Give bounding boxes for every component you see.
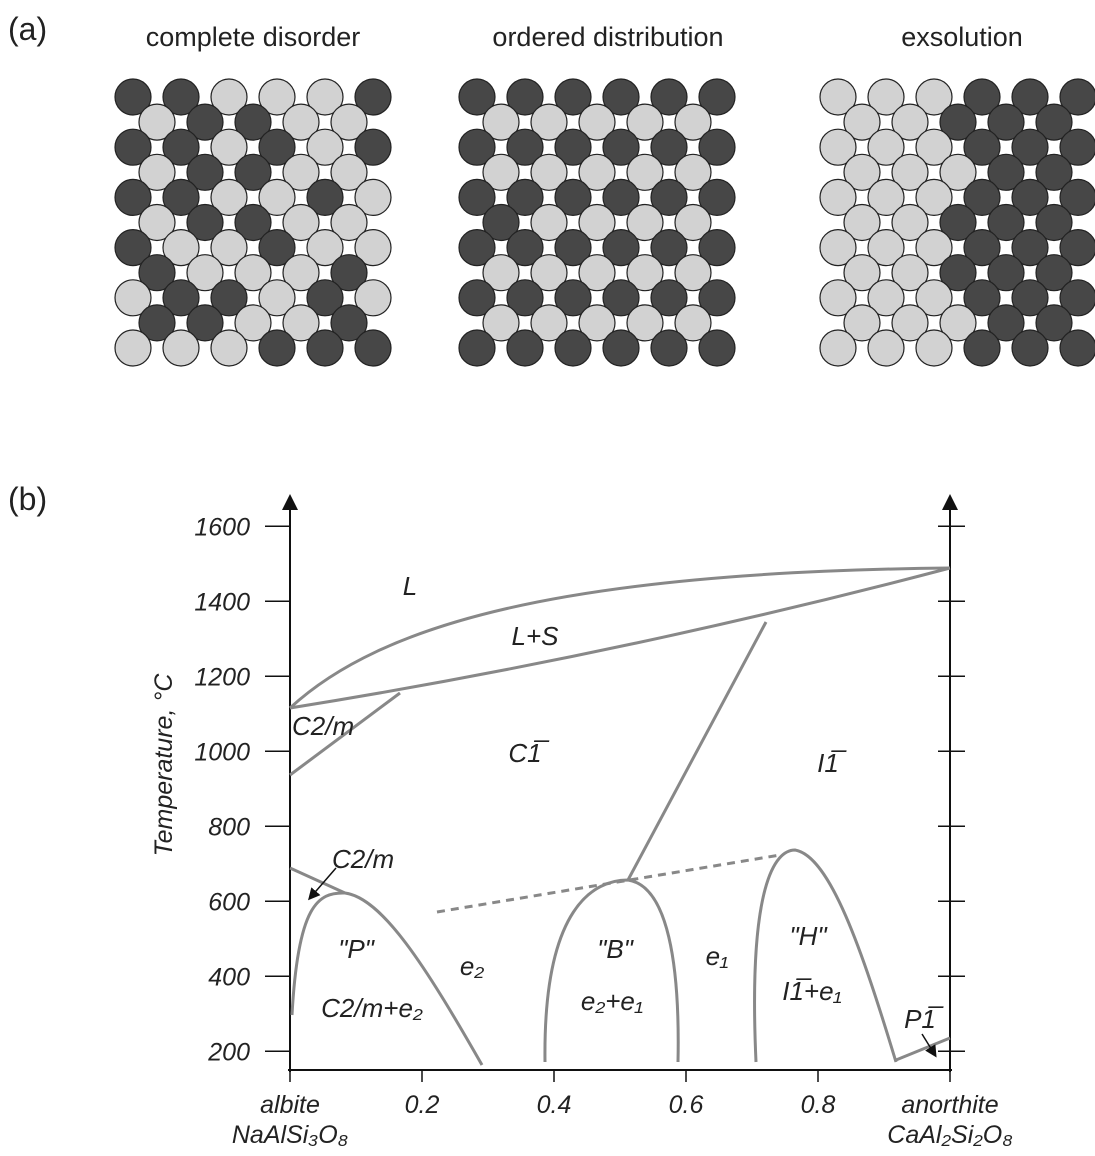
region-label: C1̅ [508, 738, 549, 768]
x-tick-label: anorthite [901, 1091, 998, 1119]
liquidus [290, 568, 950, 708]
y-tick-label: 1600 [194, 513, 250, 541]
atom [820, 330, 856, 366]
region-label: "P" [338, 934, 376, 964]
x-tick-label: 0.8 [801, 1091, 836, 1119]
solvus [292, 893, 482, 1065]
region-label: L+S [512, 621, 560, 651]
atom [916, 330, 952, 366]
region-label: P1̅ [904, 1004, 944, 1034]
pattern-title: exsolution [901, 22, 1023, 52]
y-tick-label: 1200 [194, 663, 250, 691]
x-tick-label: 0.4 [537, 1091, 572, 1119]
y-tick-label: 800 [208, 813, 250, 841]
pattern-title: complete disorder [146, 22, 361, 52]
x-tick-formula: NaAlSi₃O₈ [232, 1121, 348, 1149]
figure: (a) complete disorder ordered distributi… [0, 0, 1095, 1151]
atom [868, 330, 904, 366]
atom [259, 330, 295, 366]
x-tick-label: albite [260, 1091, 320, 1119]
y-tick-label: 600 [208, 888, 250, 916]
solvus [545, 880, 678, 1062]
atom [211, 330, 247, 366]
solvus [755, 850, 896, 1062]
atom [459, 330, 495, 366]
y-tick-label: 400 [208, 963, 250, 991]
y-tick-label: 200 [207, 1038, 250, 1066]
region-label: "H" [789, 921, 828, 951]
region-label: e₂+e₁ [581, 986, 643, 1016]
panel-label: (a) [8, 11, 47, 47]
lattices [115, 79, 1095, 366]
atom [555, 330, 591, 366]
atom [1012, 330, 1048, 366]
y-tick-label: 1400 [194, 588, 250, 616]
x-tick-label: 0.2 [405, 1091, 440, 1119]
region-label: I1̅+e₁ [782, 976, 842, 1006]
y-tick-label: 1000 [194, 738, 250, 766]
atom [355, 330, 391, 366]
boundary [628, 622, 766, 880]
region-label: C2/m [292, 711, 354, 741]
region-label: e₁ [706, 941, 729, 971]
atom [964, 330, 1000, 366]
atom [699, 330, 735, 366]
region-label: C2/m+e₂ [321, 993, 423, 1023]
region-label: e₂ [460, 951, 484, 981]
atom [115, 330, 151, 366]
atom [507, 330, 543, 366]
region-labels: L L+S C2/m C1̅ I1̅ C2/m "P" C2/m+e₂ e₂ "… [292, 571, 944, 1034]
x-tick-label: 0.6 [669, 1091, 704, 1119]
region-label: C2/m [332, 844, 394, 874]
region-label: I1̅ [817, 748, 847, 778]
atom [1060, 330, 1095, 366]
atom [163, 330, 199, 366]
region-label: "B" [597, 934, 635, 964]
atom [603, 330, 639, 366]
pattern-title: ordered distribution [492, 22, 723, 52]
boundary [896, 1038, 950, 1060]
x-tick-formula: CaAl₂Si₂O₈ [887, 1121, 1012, 1149]
ticks: 200 400 600 800 1000 1200 1400 1600 albiteNaAlSi… [194, 513, 1012, 1149]
atom [307, 330, 343, 366]
y-axis-label: Temperature, °C [150, 673, 178, 857]
atom [651, 330, 687, 366]
region-label: L [403, 571, 417, 601]
panel-label: (b) [8, 481, 47, 517]
